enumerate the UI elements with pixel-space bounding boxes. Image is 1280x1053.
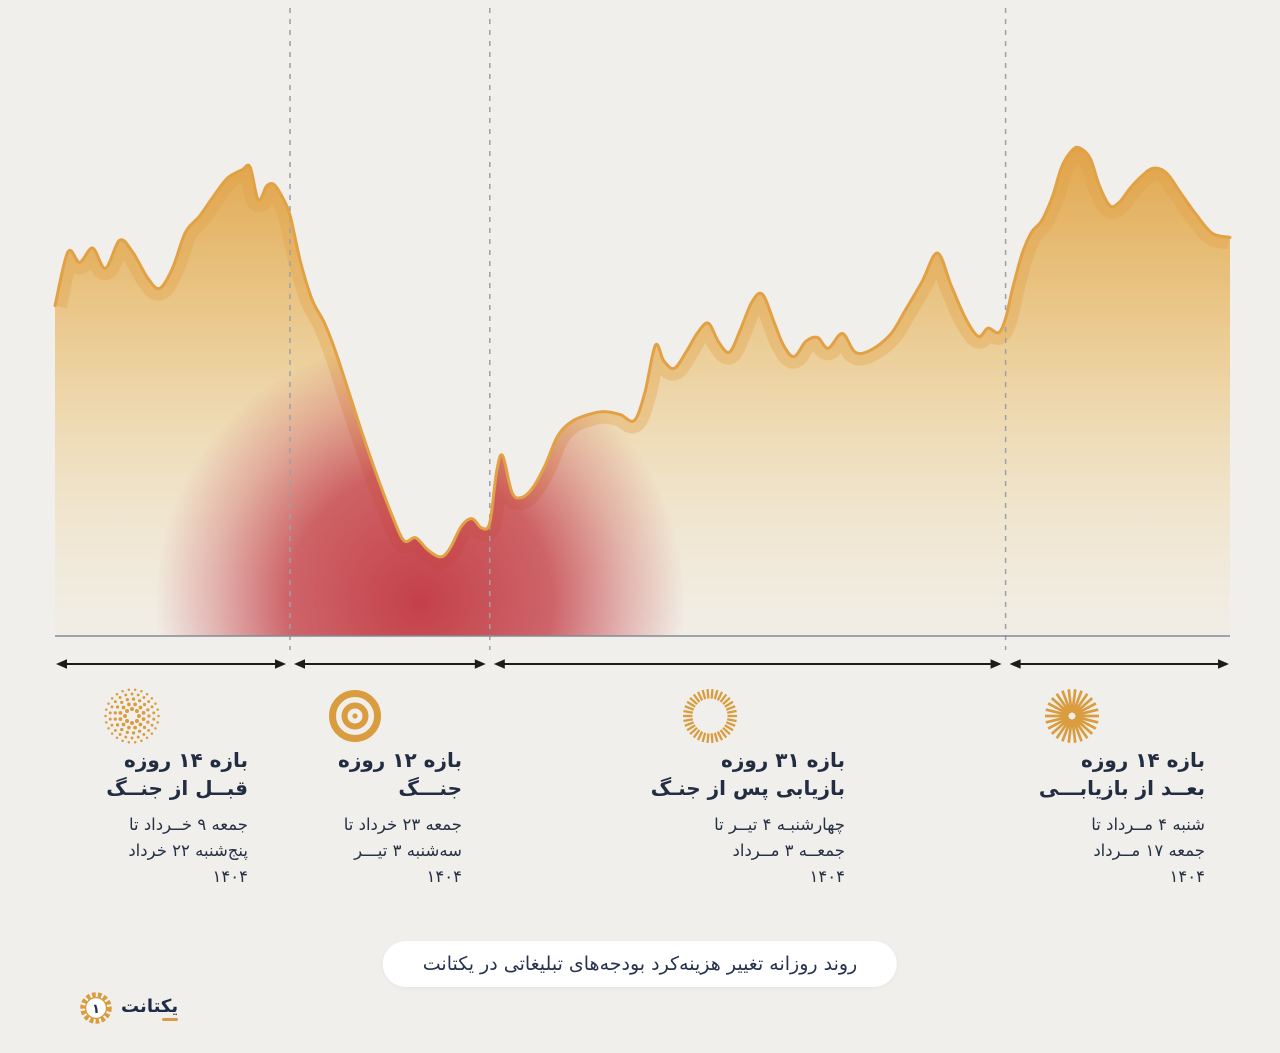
chart-caption: روند روزانه تغییر هزینه‌کرد بودجه‌های تب…: [382, 941, 898, 987]
dotted-burst-icon: [104, 688, 160, 744]
period-dates: چهارشنبـه ۴ تیــر تا: [714, 815, 845, 834]
period-year: ۱۴۰۴: [212, 867, 248, 886]
ray-burst-icon: [1044, 688, 1100, 744]
period-title: بازیابی پس از جنـگ: [650, 776, 845, 800]
period-label-before-war: بازه ۱۴ روزه قبــل از جنــگ جمعه ۹ خــرد…: [106, 746, 248, 890]
period-dates: پنج‌شنبه ۲۲ خرداد: [128, 841, 248, 860]
badge-digit: ۱: [92, 1002, 100, 1017]
period-title: بازه ۳۱ روزه: [721, 748, 845, 772]
yektanet-wordmark: یکتانت: [121, 996, 178, 1021]
period-dates: سه‌شنبه ۳ تیـــر: [354, 841, 462, 860]
period-title: بازه ۱۴ روزه: [124, 748, 248, 772]
period-dates: شنبه ۴ مــرداد تا: [1091, 815, 1205, 834]
period-dates: جمعه ۹ خــرداد تا: [128, 815, 248, 834]
dotted-burst-icon: [104, 688, 160, 744]
target-circles-icon: [327, 688, 383, 744]
period-title: جنـــگ: [398, 776, 462, 800]
yektanet-logo: ۱ یکتانت: [78, 990, 178, 1026]
target-circles-icon: [329, 690, 381, 742]
trend-line: [53, 145, 1232, 559]
ray-burst-icon: [1045, 689, 1099, 743]
period-title: قبــل از جنــگ: [106, 776, 248, 800]
period-dates: جمعه ۲۳ خرداد تا: [343, 815, 462, 834]
period-dates: جمعه ۱۷ مــرداد: [1093, 841, 1205, 860]
chart-caption-text: روند روزانه تغییر هزینه‌کرد بودجه‌های تب…: [422, 953, 858, 975]
period-title: بعــد از بازیابـــی: [1038, 776, 1205, 800]
spend-trend-chart: [53, 8, 1232, 669]
period-label-war: بازه ۱۲ روزه جنـــگ جمعه ۲۳ خرداد تا سه‌…: [338, 746, 462, 890]
war-red-overlay: [55, 147, 1230, 637]
period-year: ۱۴۰۴: [809, 867, 845, 886]
period-dates: جمعــه ۳ مــرداد: [732, 841, 845, 860]
dashed-ring-icon: [682, 688, 738, 744]
yektanet-badge-icon: ۱: [80, 992, 112, 1024]
dashed-ring-icon: [683, 689, 737, 743]
period-year: ۱۴۰۴: [1169, 867, 1205, 886]
period-label-after-recovery: بازه ۱۴ روزه بعــد از بازیابـــی شنبه ۴ …: [1039, 746, 1205, 890]
period-label-recovery: بازه ۳۱ روزه بازیابی پس از جنـگ چهارشنبـ…: [651, 746, 845, 890]
period-range-arrows: [56, 659, 1229, 669]
period-year: ۱۴۰۴: [426, 867, 462, 886]
period-title: بازه ۱۴ روزه: [1081, 748, 1205, 772]
period-title: بازه ۱۲ روزه: [338, 748, 462, 772]
